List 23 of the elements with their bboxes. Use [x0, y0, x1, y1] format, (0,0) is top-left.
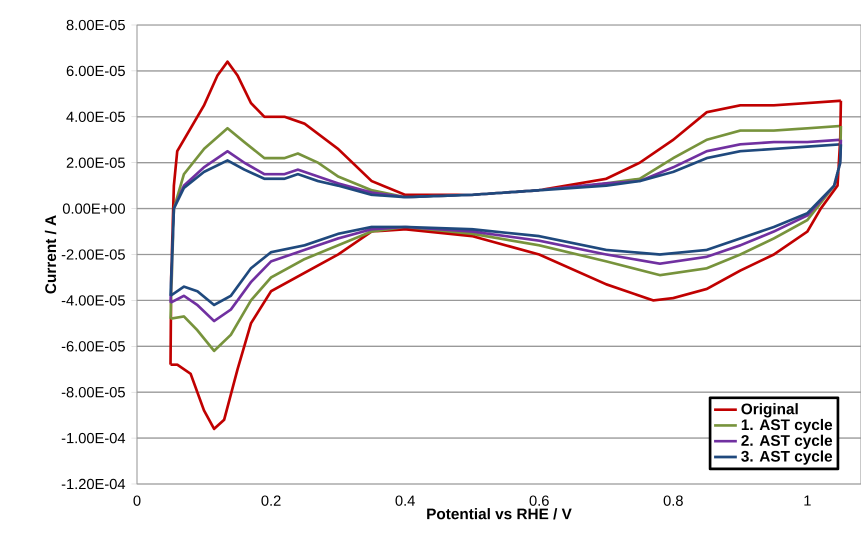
legend-label: 3. AST cycle: [741, 450, 832, 465]
y-tick-label: -8.00E-05: [62, 387, 125, 398]
y-tick-label: -1.20E-04: [62, 478, 126, 490]
y-tick-label: -6.00E-05: [62, 341, 125, 352]
y-axis-title: Current / A: [44, 215, 56, 294]
x-tick-label: 0: [133, 495, 140, 506]
x-axis-title: Potential vs RHE / V: [427, 508, 572, 520]
x-tick-label: 0.8: [664, 495, 683, 506]
y-tick-label: 2.00E-05: [66, 158, 125, 168]
y-tick-label: 4.00E-05: [66, 112, 125, 122]
y-tick-label: 8.00E-05: [66, 20, 125, 30]
y-tick-label: 6.00E-05: [66, 66, 125, 76]
y-tick-label: -4.00E-05: [62, 295, 125, 306]
y-tick-label: 0.00E+00: [62, 203, 125, 214]
y-tick-label: -2.00E-05: [62, 249, 125, 260]
y-tick-label: -1.00E-04: [62, 432, 126, 444]
x-tick-label: 0.4: [396, 495, 415, 506]
x-tick-label: 0.2: [261, 495, 281, 506]
legend-label: Original: [741, 403, 798, 418]
x-tick-label: 0.6: [530, 495, 549, 506]
legend-label: 1. AST cycle: [742, 418, 832, 434]
x-tick-label: 1: [804, 495, 811, 506]
legend-label: 2. AST cycle: [741, 434, 832, 449]
